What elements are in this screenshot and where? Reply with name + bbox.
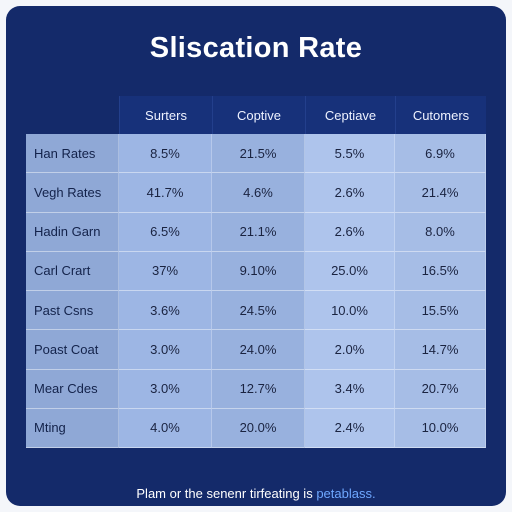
footer-note: Plam or the senenr tirfeating is petabla… (6, 486, 506, 501)
footer-accent: petablass. (316, 486, 376, 501)
table-cell: 2.4% (305, 408, 395, 448)
column-header: Coptive (212, 96, 305, 134)
row-label: Poast Coat (26, 330, 119, 370)
row-label: Mear Cdes (26, 369, 119, 409)
table-cell: 14.7% (395, 330, 486, 370)
row-label: Vegh Rates (26, 173, 119, 213)
row-label: Han Rates (26, 134, 119, 174)
table-cell: 2.0% (305, 330, 395, 370)
table-cell: 2.6% (305, 212, 395, 252)
row-label: Hadin Garn (26, 212, 119, 252)
table-cell: 3.4% (305, 369, 395, 409)
row-label: Mting (26, 408, 119, 448)
table-cell: 15.5% (395, 291, 486, 331)
chart-title: Sliscation Rate (149, 32, 363, 64)
table-cell: 4.0% (119, 408, 212, 448)
table-cell: 25.0% (305, 251, 395, 291)
table-cell: 4.6% (212, 173, 305, 213)
column-header: Cutomers (395, 96, 486, 134)
table-cell: 37% (119, 251, 212, 291)
footer-text: Plam or the senenr tirfeating is (136, 486, 313, 501)
table-cell: 8.0% (395, 212, 486, 252)
row-label: Carl Crart (26, 251, 119, 291)
table-cell: 3.6% (119, 291, 212, 331)
table-cell: 10.0% (305, 291, 395, 331)
table-cell: 10.0% (395, 408, 486, 448)
table-cell: 16.5% (395, 251, 486, 291)
table-cell: 8.5% (119, 134, 212, 174)
data-table: Surters Coptive Ceptiave Cutomers Han Rates 8… (26, 96, 486, 454)
table-cell: 21.4% (395, 173, 486, 213)
table-cell: 2.6% (305, 173, 395, 213)
table-cell: 24.5% (212, 291, 305, 331)
table-corner (26, 96, 119, 134)
row-label: Past Csns (26, 291, 119, 331)
table-cell: 21.5% (212, 134, 305, 174)
table-cell: 3.0% (119, 369, 212, 409)
table-cell: 12.7% (212, 369, 305, 409)
table-cell: 6.5% (119, 212, 212, 252)
table-cell: 41.7% (119, 173, 212, 213)
table-cell: 5.5% (305, 134, 395, 174)
table-cell: 6.9% (395, 134, 486, 174)
table-cell: 3.0% (119, 330, 212, 370)
column-header: Surters (119, 96, 212, 134)
column-header: Ceptiave (305, 96, 395, 134)
table-cell: 21.1% (212, 212, 305, 252)
table-cell: 9.10% (212, 251, 305, 291)
table-cell: 20.7% (395, 369, 486, 409)
table-card: Sliscation Rate Surters Coptive Ceptiave Cu… (6, 6, 506, 506)
table-cell: 20.0% (212, 408, 305, 448)
table-cell: 24.0% (212, 330, 305, 370)
